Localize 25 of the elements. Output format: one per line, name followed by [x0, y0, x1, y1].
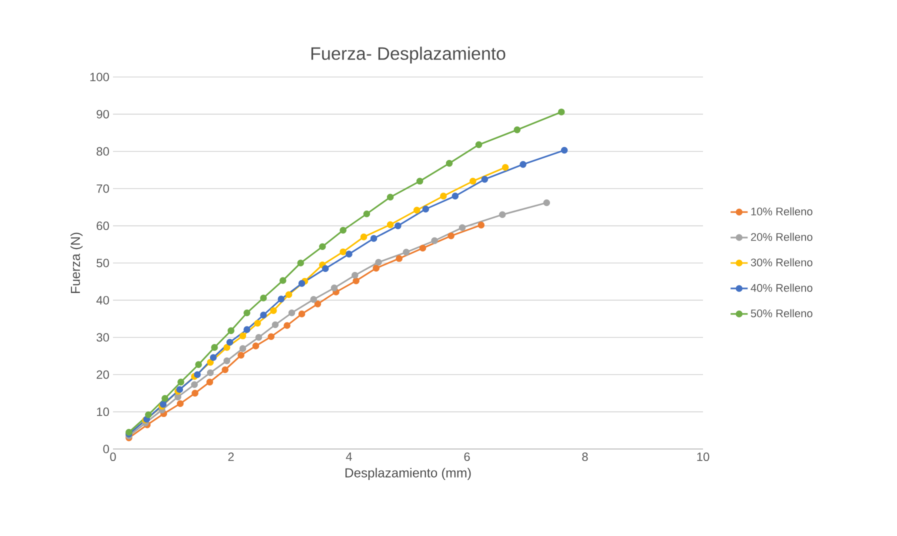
x-tick-label: 0	[110, 452, 116, 462]
y-tick-label: 10	[97, 408, 110, 416]
y-tick-label: 40	[96, 296, 110, 304]
y-tick-label: 80	[96, 147, 110, 156]
x-tick-label: 2	[228, 452, 234, 461]
chart-title: Fuerza- Desplazamiento	[311, 46, 506, 64]
y-axis-title: Fuerza (N)	[70, 232, 83, 293]
legend-label: 40% Relleno	[750, 284, 812, 292]
y-tick-label: 100	[90, 72, 109, 82]
y-tick-label: 20	[96, 370, 110, 379]
x-tick-label: 4	[346, 452, 352, 461]
y-tick-label: 50	[96, 258, 110, 268]
legend-label: 30% Relleno	[750, 258, 812, 266]
x-axis-title: Desplazamiento (mm)	[345, 468, 471, 480]
legend-label: 50% Relleno	[750, 309, 812, 318]
legend-label: 20% Relleno	[751, 232, 812, 241]
y-tick-label: 70	[96, 184, 110, 193]
x-tick-label: 10	[697, 452, 710, 462]
y-tick-label: 30	[96, 333, 110, 342]
x-tick-label: 8	[582, 452, 588, 462]
legend-label: 10% Relleno	[751, 207, 812, 216]
y-tick-label: 90	[96, 110, 110, 118]
y-tick-label: 0	[103, 444, 110, 454]
y-tick-label: 60	[96, 222, 110, 230]
x-tick-label: 6	[464, 452, 470, 462]
